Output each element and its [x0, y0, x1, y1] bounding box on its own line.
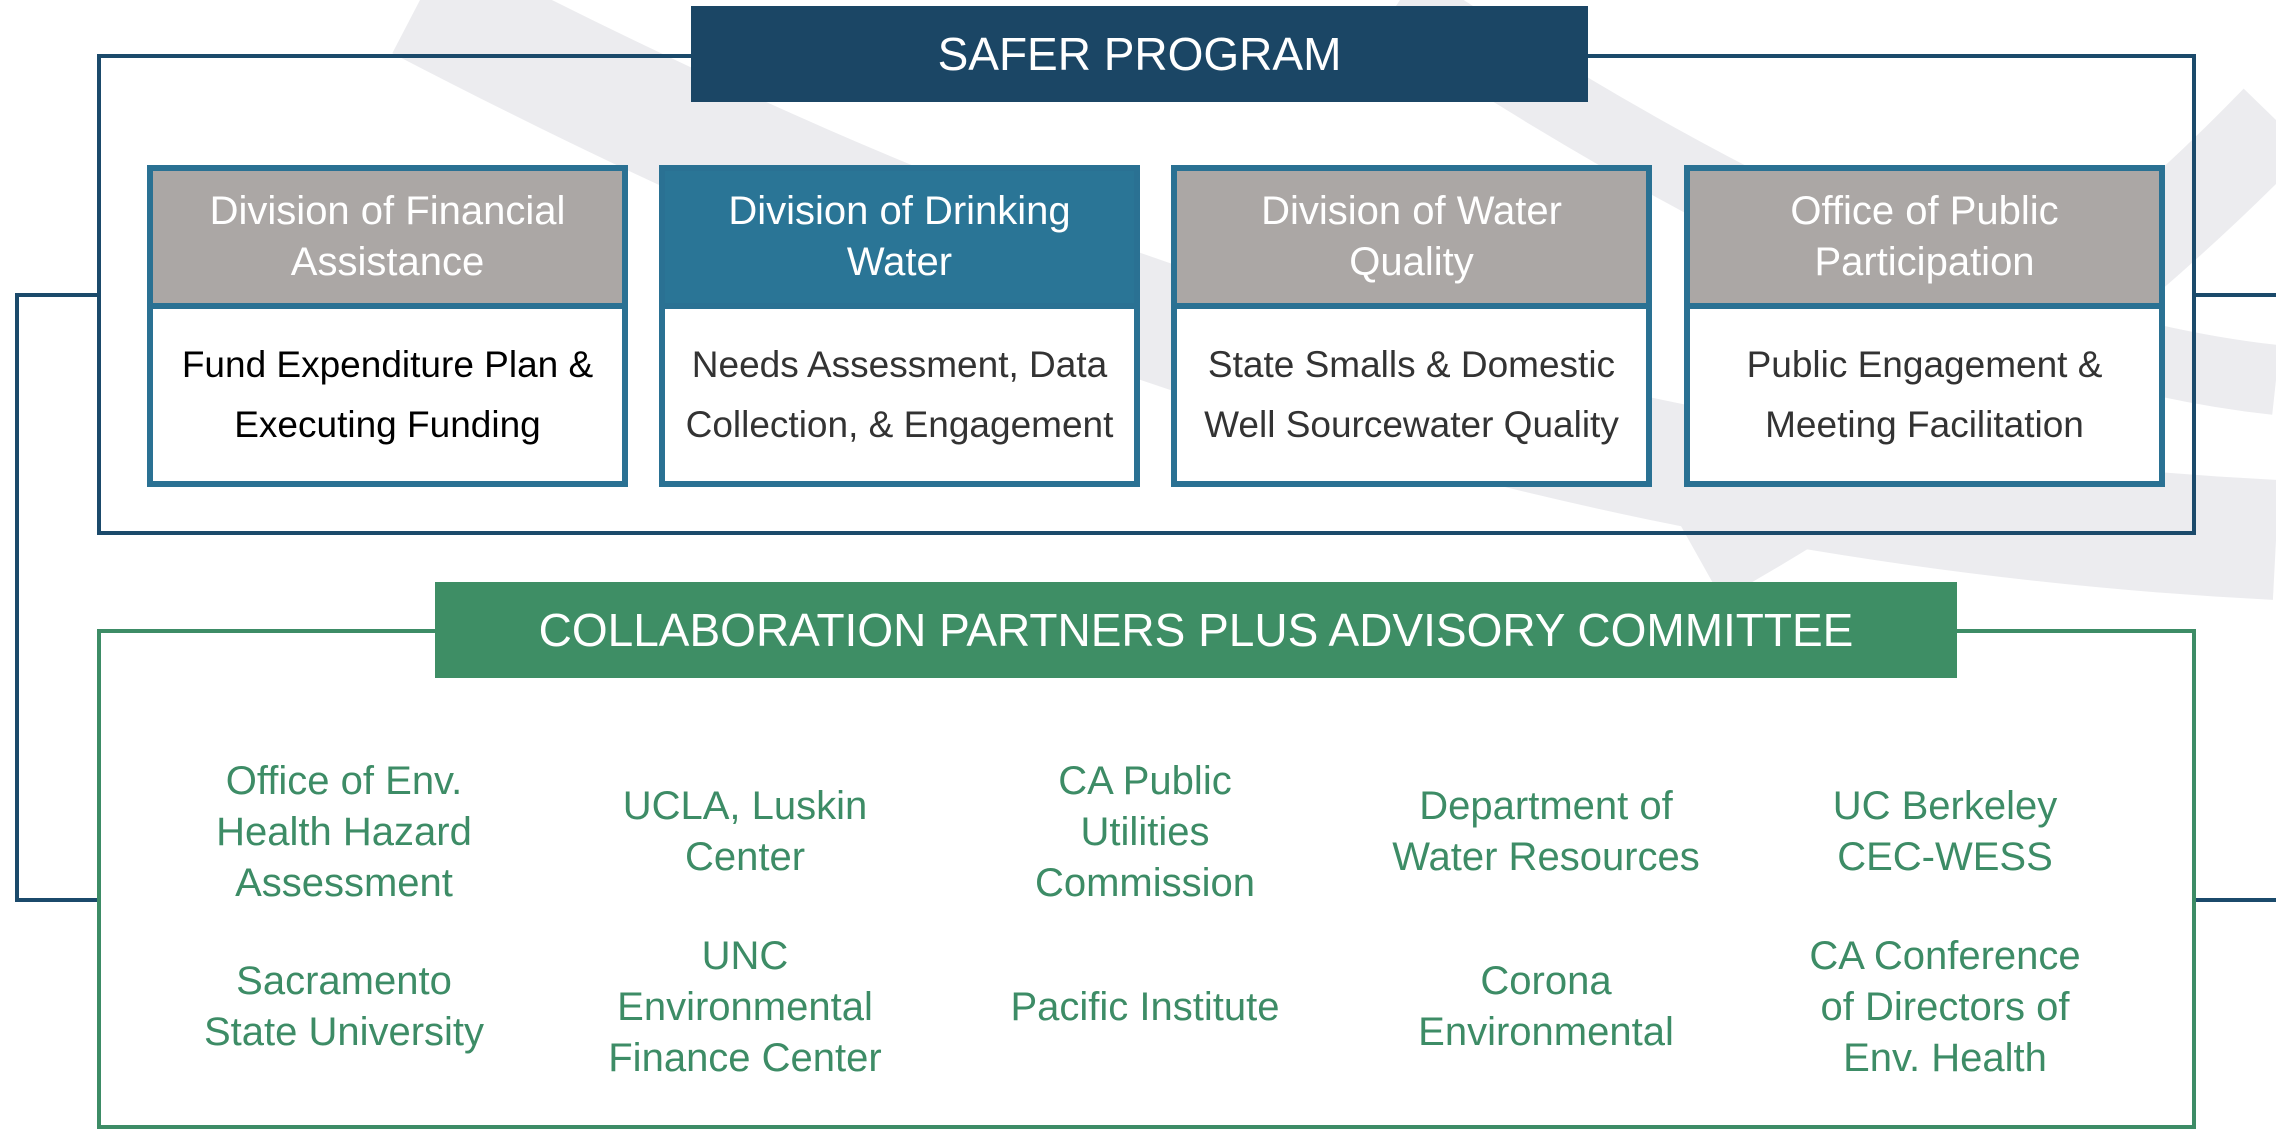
partner-name: Pacific Institute [1010, 984, 1280, 1029]
partner-name: UNC Environmental Finance Center [608, 933, 882, 1080]
division-description: Fund Expenditure Plan & Executing Fundin… [181, 344, 594, 445]
division-card: Division of Drinking Water Needs Assessme… [659, 165, 1140, 487]
division-description: Public Engagement & Meeting Facilitation [1746, 344, 2103, 445]
partner-name: CA Conference of Directors of Env. Healt… [1809, 933, 2081, 1080]
partner-name: CA Public Utilities Commission [1034, 758, 1256, 905]
partner-name: UCLA, Luskin Center [622, 784, 868, 879]
partner-name: Office of Env. Health Hazard Assessment [216, 758, 472, 905]
division-description: State Smalls & Domestic Well Sourcewater… [1204, 344, 1619, 445]
division-title: Division of Financial Assistance [153, 171, 622, 309]
division-title: Division of Drinking Water [665, 171, 1134, 309]
division-title: Office of Public Participation [1690, 171, 2159, 309]
division-card: Office of Public Participation Public Eng… [1684, 165, 2165, 487]
division-description: Needs Assessment, Data Collection, & Eng… [685, 344, 1114, 445]
partners-title: COLLABORATION PARTNERS PLUS ADVISORY COM… [435, 582, 1957, 678]
partner-name: Corona Environmental [1418, 959, 1674, 1054]
division-card: Division of Water Quality State Smalls & … [1171, 165, 1652, 487]
division-title: Division of Water Quality [1177, 171, 1646, 309]
partner-name: Department of Water Resources [1392, 784, 1700, 879]
partner-name: UC Berkeley CEC-WESS [1832, 784, 2058, 879]
safer-title: SAFER PROGRAM [691, 6, 1588, 102]
partner-name: Sacramento State University [203, 959, 485, 1054]
division-card: Division of Financial Assistance Fund Exp… [147, 165, 628, 487]
